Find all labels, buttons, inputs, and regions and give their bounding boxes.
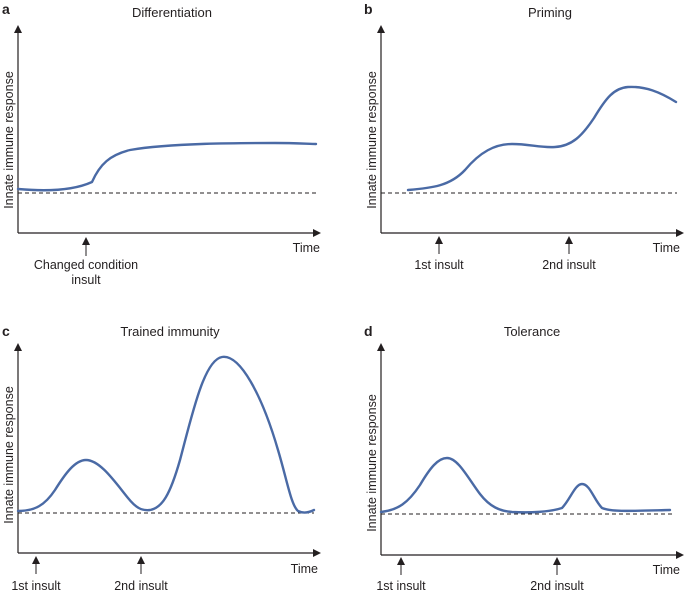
panel-title: Tolerance bbox=[504, 324, 560, 339]
x-axis-label: Time bbox=[291, 562, 318, 576]
panel-letter: a bbox=[2, 1, 10, 17]
x-axis-label: Time bbox=[293, 241, 320, 255]
panel-b: b Priming Innate immune response Time 1s… bbox=[364, 1, 684, 272]
panel-c: c Trained immunity Innate immune respons… bbox=[2, 323, 321, 591]
insult-label: 1st insult bbox=[414, 258, 464, 272]
panel-title: Differentiation bbox=[132, 5, 212, 20]
response-curve bbox=[379, 456, 672, 514]
insult-label: 1st insult bbox=[11, 579, 61, 591]
insult-label: insult bbox=[71, 273, 101, 287]
y-axis-label: Innate immune response bbox=[2, 71, 16, 209]
panel-title: Trained immunity bbox=[120, 324, 220, 339]
insult-label: 2nd insult bbox=[114, 579, 168, 591]
y-axis-label: Innate immune response bbox=[365, 71, 379, 209]
panel-letter: c bbox=[2, 323, 10, 339]
response-curve bbox=[16, 355, 316, 514]
response-curve bbox=[16, 141, 318, 192]
insult-label: Changed condition bbox=[34, 258, 138, 272]
x-axis-label: Time bbox=[653, 563, 680, 577]
panel-title: Priming bbox=[528, 5, 572, 20]
insult-label: 2nd insult bbox=[542, 258, 596, 272]
panel-letter: b bbox=[364, 1, 373, 17]
insult-label: 1st insult bbox=[376, 579, 426, 591]
insult-label: 2nd insult bbox=[530, 579, 584, 591]
y-axis-label: Innate immune response bbox=[365, 394, 379, 532]
panel-letter: d bbox=[364, 323, 373, 339]
panel-d: d Tolerance Innate immune response Time … bbox=[364, 323, 684, 591]
x-axis-label: Time bbox=[653, 241, 680, 255]
response-curve bbox=[406, 85, 678, 192]
y-axis-label: Innate immune response bbox=[2, 386, 16, 524]
panel-a: a Differentiation Innate immune response… bbox=[2, 1, 321, 287]
